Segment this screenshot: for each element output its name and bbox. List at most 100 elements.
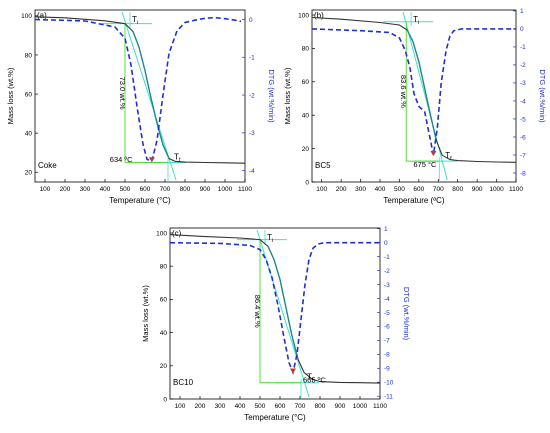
peak-label: 665 ºC bbox=[303, 375, 326, 384]
y-left-tick-label: 60 bbox=[302, 79, 310, 86]
x-tick-label: 600 bbox=[275, 403, 286, 410]
x-tick-label: 1000 bbox=[353, 403, 368, 410]
panel-bc5: 100 200 300 400 500 600 700 800 900 1000 110002040… bbox=[283, 8, 547, 205]
x-tick-label: 400 bbox=[375, 186, 386, 193]
x-tick-label: 800 bbox=[315, 403, 326, 410]
y-right-tick-label: -11 bbox=[384, 394, 393, 401]
x-tick-label: 500 bbox=[120, 186, 131, 193]
tg-fit-curve bbox=[267, 246, 299, 360]
plot-frame bbox=[169, 227, 381, 400]
ti-label: Ti bbox=[267, 233, 273, 244]
panel-bc10: 100 200 300 400 500 600 700 800 900 1000 110002040… bbox=[141, 226, 411, 422]
y-left-tick-label: 80 bbox=[25, 52, 33, 59]
y-right-tick-label: -5 bbox=[384, 310, 390, 317]
y-right-tick-label: -6 bbox=[520, 134, 526, 141]
y-right-axis-title: DTG (wt.%/min) bbox=[267, 69, 276, 123]
y-right-tick-label: -3 bbox=[520, 80, 526, 87]
x-tick-label: 900 bbox=[335, 403, 346, 410]
y-right-tick-label: -1 bbox=[520, 44, 526, 51]
tf-subscript: f bbox=[450, 156, 452, 162]
panel-label: (b) bbox=[314, 11, 324, 20]
ti-label: Ti bbox=[132, 15, 138, 26]
peak-marker bbox=[148, 157, 155, 163]
tangent-line bbox=[402, 11, 448, 181]
y-right-tick-label: -2 bbox=[384, 268, 390, 275]
dtg-curve bbox=[34, 16, 242, 163]
y-left-tick-label: 80 bbox=[160, 263, 168, 270]
y-left-tick-label: 100 bbox=[298, 12, 309, 19]
x-tick-label: 400 bbox=[100, 186, 111, 193]
y-left-tick-label: 60 bbox=[160, 297, 168, 304]
y-left-tick-label: 20 bbox=[160, 363, 168, 370]
x-tick-label: 200 bbox=[336, 186, 347, 193]
y-right-tick-label: 0 bbox=[384, 240, 388, 247]
x-tick-label: 700 bbox=[295, 403, 306, 410]
x-tick-label: 1000 bbox=[489, 186, 504, 193]
y-left-axis-title: Mass loss (wt.%) bbox=[6, 67, 15, 124]
y-right-tick-label: -2 bbox=[520, 62, 526, 69]
y-right-axis-title: DTG (wt.%/min) bbox=[538, 69, 547, 123]
x-tick-label: 600 bbox=[413, 186, 424, 193]
y-right-tick-label: -1 bbox=[384, 254, 390, 261]
x-axis-title: Temperature (ºC) bbox=[383, 196, 444, 205]
y-right-tick-label: -4 bbox=[520, 98, 526, 105]
y-left-tick-label: 60 bbox=[25, 91, 33, 98]
peak-label: 675 °C bbox=[413, 160, 437, 169]
x-tick-label: 100 bbox=[316, 186, 327, 193]
ti-subscript: i bbox=[418, 20, 419, 26]
x-tick-label: 100 bbox=[40, 186, 51, 193]
x-tick-label: 500 bbox=[394, 186, 405, 193]
y-right-tick-label: -10 bbox=[384, 380, 394, 387]
y-left-tick-label: 80 bbox=[302, 46, 310, 53]
y-left-tick-label: 20 bbox=[25, 170, 33, 177]
y-right-tick-label: -1 bbox=[249, 55, 255, 62]
tangent-line bbox=[256, 229, 310, 398]
y-right-tick-label: -2 bbox=[249, 92, 255, 99]
x-axis-title: Temperature (°C) bbox=[109, 196, 171, 205]
x-tick-label: 300 bbox=[80, 186, 91, 193]
tf-label: Tf bbox=[445, 151, 452, 162]
x-axis-title: Temperature (°C) bbox=[244, 413, 306, 422]
tg-curve bbox=[311, 16, 517, 163]
mass-loss-label: 86.4 wt.% bbox=[253, 295, 262, 328]
y-left-tick-label: 0 bbox=[163, 396, 167, 403]
x-tick-label: 1100 bbox=[238, 186, 252, 193]
y-right-tick-label: -3 bbox=[249, 130, 255, 137]
peak-marker bbox=[430, 150, 437, 156]
panel-label: (a) bbox=[37, 11, 47, 20]
x-tick-label: 300 bbox=[215, 403, 226, 410]
x-tick-label: 1100 bbox=[373, 403, 387, 410]
y-left-tick-label: 100 bbox=[21, 13, 32, 20]
panel-label: (c) bbox=[172, 229, 182, 238]
y-left-tick-label: 40 bbox=[160, 330, 168, 337]
x-tick-label: 800 bbox=[180, 186, 191, 193]
tf-subscript: f bbox=[179, 157, 181, 163]
x-tick-label: 800 bbox=[452, 186, 463, 193]
y-left-tick-label: 40 bbox=[25, 130, 33, 137]
y-right-tick-label: 1 bbox=[520, 8, 524, 15]
x-tick-label: 1000 bbox=[218, 186, 233, 193]
x-tick-label: 400 bbox=[235, 403, 246, 410]
y-right-tick-label: -4 bbox=[384, 296, 390, 303]
tangent-line bbox=[121, 11, 177, 181]
x-tick-label: 100 bbox=[175, 403, 186, 410]
ti-subscript: i bbox=[137, 20, 138, 26]
x-tick-label: 700 bbox=[160, 186, 171, 193]
tf-subscript: f bbox=[312, 378, 314, 384]
x-tick-label: 500 bbox=[255, 403, 266, 410]
dtg-curve bbox=[169, 241, 380, 376]
ti-subscript: i bbox=[272, 238, 273, 244]
y-right-tick-label: -7 bbox=[384, 338, 390, 345]
tf-label: Tf bbox=[307, 373, 314, 384]
y-left-tick-label: 100 bbox=[156, 230, 167, 237]
tg-curve bbox=[169, 234, 381, 384]
y-right-tick-label: 1 bbox=[384, 226, 388, 233]
sample-label: BC5 bbox=[315, 161, 331, 170]
x-tick-label: 200 bbox=[60, 186, 71, 193]
x-tick-label: 700 bbox=[433, 186, 444, 193]
y-right-axis-title: DTG (wt.%/min) bbox=[402, 287, 411, 341]
tf-label: Tf bbox=[174, 152, 181, 163]
x-tick-label: 900 bbox=[472, 186, 483, 193]
sample-label: BC10 bbox=[173, 378, 194, 387]
